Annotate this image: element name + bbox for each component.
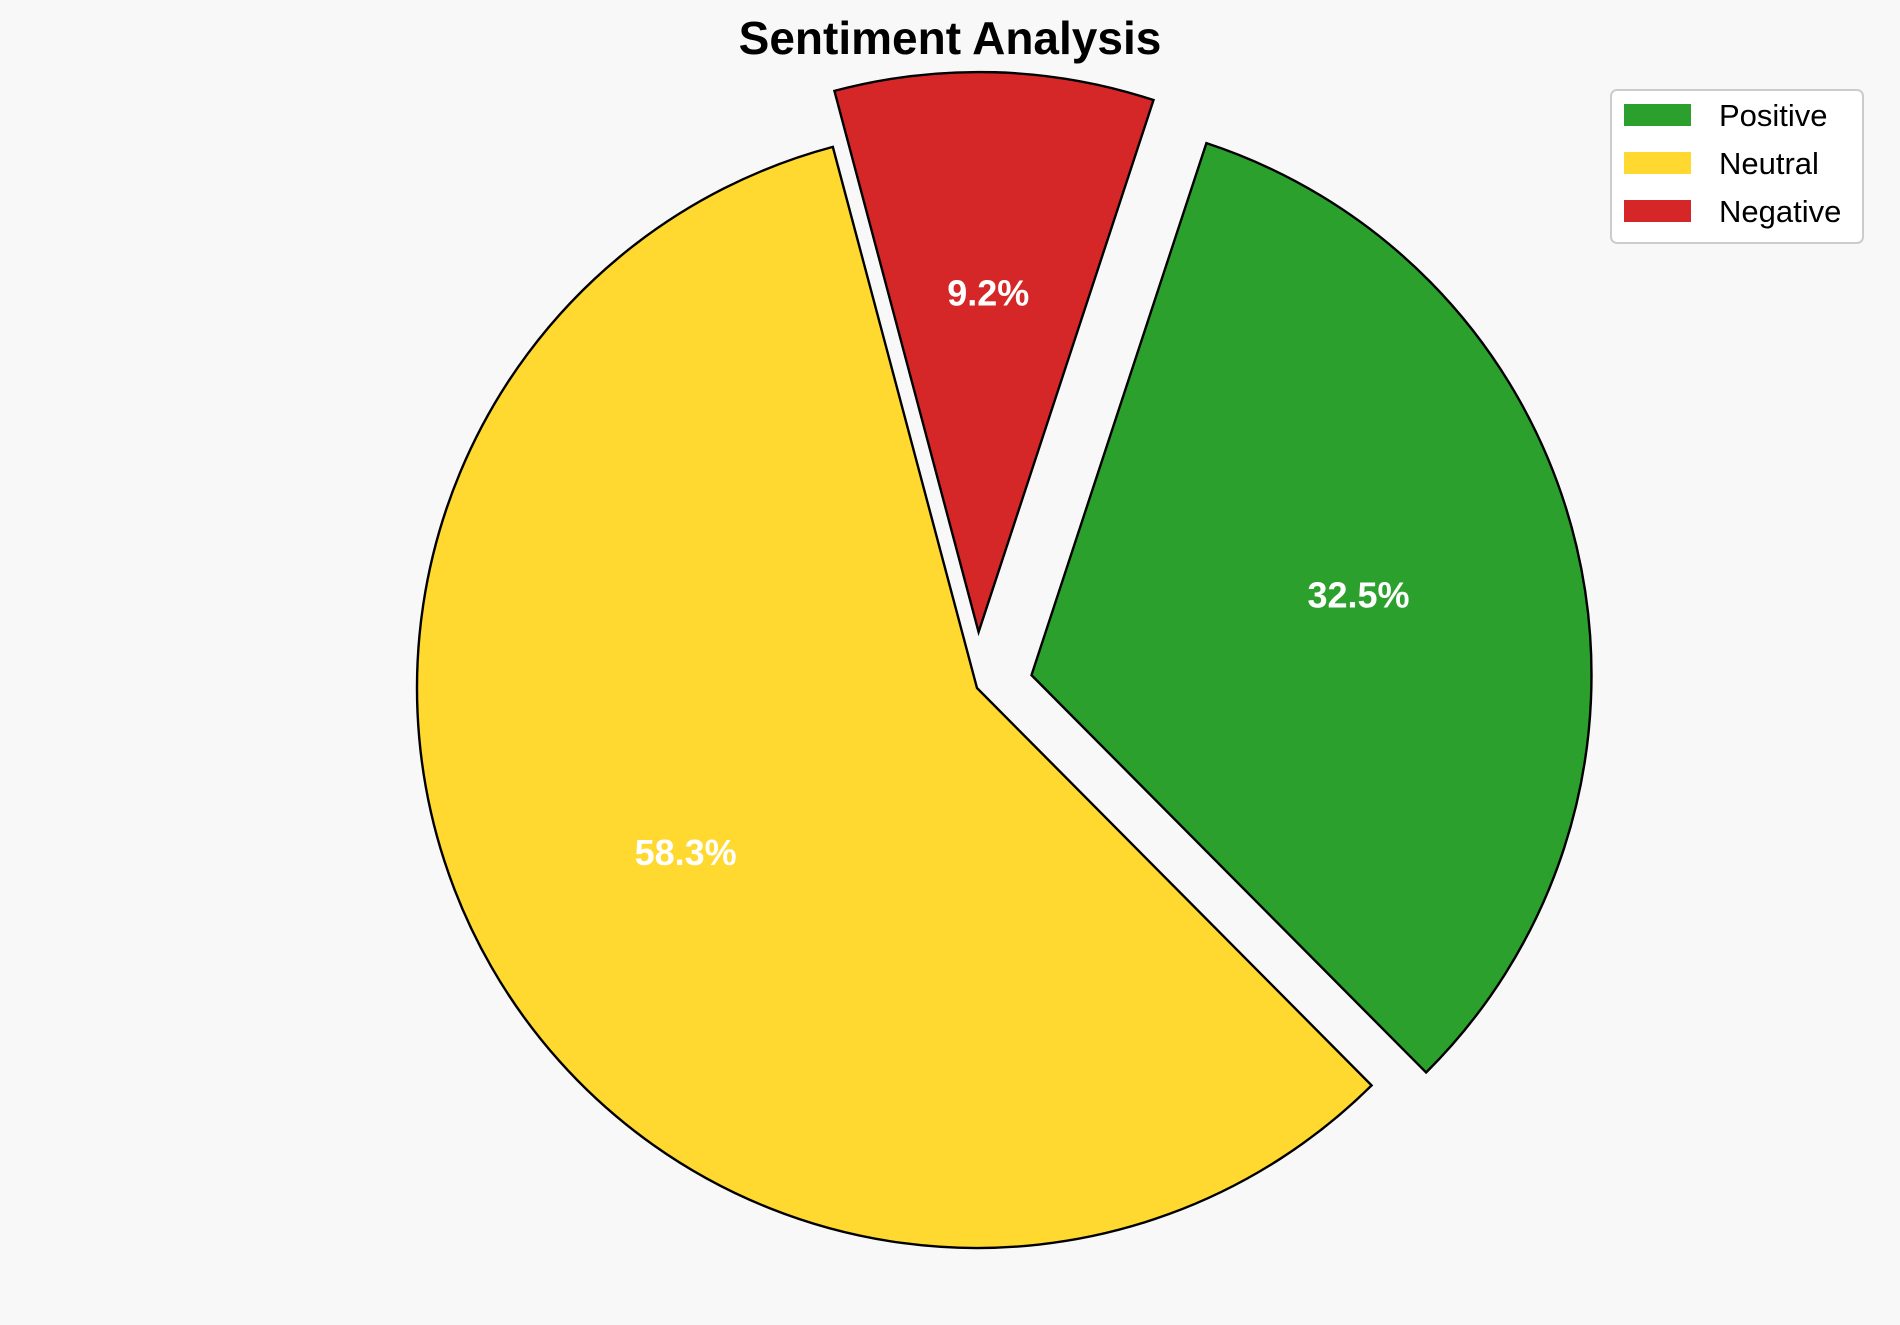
pie-slices [415, 70, 1593, 1250]
chart-title: Sentiment Analysis [739, 12, 1162, 64]
legend-label-positive: Positive [1719, 98, 1828, 133]
pie-label-positive: 32.5% [1307, 574, 1409, 615]
legend-label-neutral: Neutral [1719, 146, 1819, 181]
legend-swatch-negative [1624, 200, 1691, 222]
pie-slice-neutral [415, 145, 1374, 1250]
legend: Positive Neutral Negative [1610, 89, 1864, 244]
pie-label-negative: 9.2% [947, 273, 1029, 314]
legend-swatch-positive [1624, 104, 1691, 126]
pie-label-neutral: 58.3% [635, 832, 737, 873]
legend-label-negative: Negative [1719, 194, 1841, 229]
pie-percent-labels: 32.5% 58.3% 9.2% [635, 273, 1410, 873]
pie-slice-positive [1030, 141, 1593, 1075]
pie-slice-negative [832, 70, 1156, 637]
legend-swatch-neutral [1624, 152, 1691, 174]
